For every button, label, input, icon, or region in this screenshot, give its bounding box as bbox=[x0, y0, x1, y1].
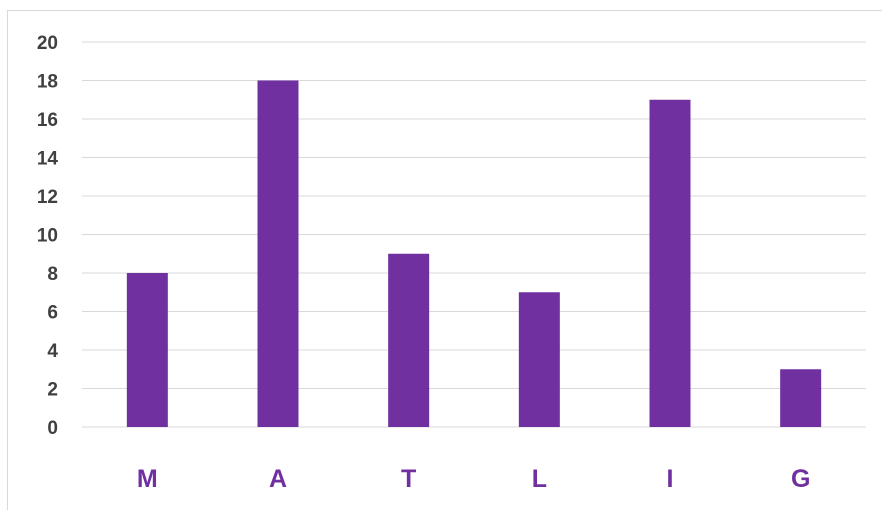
y-tick-label: 8 bbox=[47, 264, 58, 285]
chart-frame bbox=[7, 10, 882, 510]
bar-L bbox=[518, 292, 560, 427]
x-category-label: I bbox=[667, 465, 674, 493]
y-tick-label: 10 bbox=[37, 226, 58, 247]
y-tick-label: 18 bbox=[37, 72, 58, 93]
x-category-label: A bbox=[269, 465, 287, 493]
y-tick-label: 0 bbox=[47, 418, 58, 439]
bar-I bbox=[649, 99, 691, 427]
y-tick-label: 20 bbox=[37, 33, 58, 54]
bars bbox=[126, 80, 822, 427]
bar-G bbox=[780, 369, 822, 427]
x-category-label: L bbox=[532, 465, 547, 493]
y-tick-label: 16 bbox=[37, 110, 58, 131]
y-tick-label: 12 bbox=[37, 187, 58, 208]
x-category-label: M bbox=[137, 465, 158, 493]
grid-lines bbox=[82, 41, 866, 428]
y-tick-label: 14 bbox=[37, 149, 59, 170]
bar-M bbox=[126, 273, 168, 427]
x-category-label: G bbox=[791, 465, 810, 493]
y-axis-tick-labels: 0 2 4 6 8 10 12 14 16 18 20 bbox=[37, 33, 59, 439]
x-category-label: T bbox=[401, 465, 416, 493]
bar-A bbox=[257, 80, 299, 427]
y-tick-label: 2 bbox=[47, 380, 58, 401]
y-tick-label: 4 bbox=[47, 341, 58, 362]
bar-T bbox=[388, 253, 430, 427]
y-tick-label: 6 bbox=[47, 303, 58, 324]
